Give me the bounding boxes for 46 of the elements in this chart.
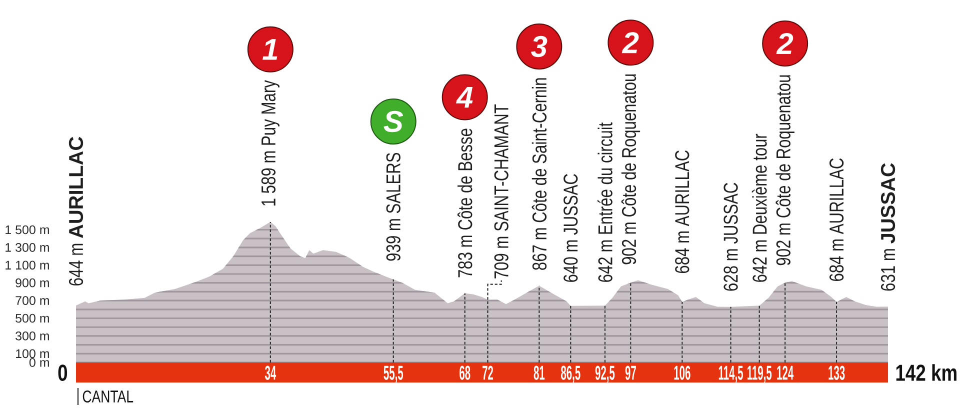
- annotation: 642 m Deuxième tour: [752, 134, 767, 282]
- x-tick-label: 72: [482, 366, 494, 380]
- text: 4: [456, 86, 473, 108]
- annotation: 867 m Côte de Saint-Cernin: [532, 78, 547, 270]
- x-tick-label: 119,5: [747, 366, 772, 383]
- y-tick-label: 500 m: [16, 314, 49, 323]
- annotation: 628 m JUSSAC: [724, 182, 738, 291]
- annotation: 1 589 m Puy Mary: [261, 80, 280, 206]
- text: 2: [776, 33, 794, 54]
- text: 3: [531, 36, 548, 58]
- x-tick-label: 114,5: [718, 366, 743, 383]
- x-tick-label: 133: [828, 366, 845, 380]
- annotation: 783 m Côte de Besse: [457, 128, 472, 278]
- x-tick-label: 97: [625, 366, 636, 380]
- x-tick-label: 86,5: [561, 366, 580, 383]
- y-tick-label: 300 m: [16, 332, 49, 340]
- annotation: 642 m Entrée du circuit: [597, 122, 612, 282]
- x-tick-label: 92,5: [595, 366, 615, 383]
- annotation: 902 m Côte de Roquenatou: [776, 75, 794, 266]
- annotation: 684 m AURILLAC: [829, 158, 844, 282]
- y-tick-label: 900 m: [16, 278, 49, 288]
- y-tick-label: 0 m: [29, 358, 49, 367]
- text: CANTAL: [82, 390, 134, 403]
- annotation: 939 m SALERS: [386, 152, 400, 261]
- y-tick-label: 1 300 m: [6, 243, 49, 252]
- x-tick-label: 68: [460, 366, 470, 380]
- text: 1: [262, 39, 278, 60]
- annotation: 644 m AURILLAC: [68, 136, 84, 286]
- y-tick-label: 100 m: [16, 349, 49, 358]
- annotation: 709 m SAINT-CHAMANT: [494, 104, 508, 278]
- x-tick-label: 124: [777, 366, 794, 380]
- annotation: 902 m Côte de Roquenatou: [621, 74, 640, 264]
- y-tick-label: 1 500 m: [6, 225, 49, 234]
- y-tick-label: 1 100 m: [6, 260, 49, 270]
- text: S: [384, 110, 404, 132]
- x-tick-label: 55,5: [384, 366, 404, 383]
- x-tick-label: 106: [674, 366, 690, 380]
- annotation: 684 m AURILLAC: [675, 150, 690, 274]
- y-tick-label: 700 m: [16, 296, 49, 305]
- x-tick-label: 81: [534, 366, 545, 380]
- annotation: 631 m JUSSAC: [880, 163, 896, 291]
- text: 2: [622, 32, 639, 54]
- text: 142 km: [896, 364, 956, 381]
- annotation: 640 m JUSSAC: [564, 174, 578, 282]
- text: 0: [58, 364, 68, 381]
- x-tick-label: 34: [264, 366, 276, 380]
